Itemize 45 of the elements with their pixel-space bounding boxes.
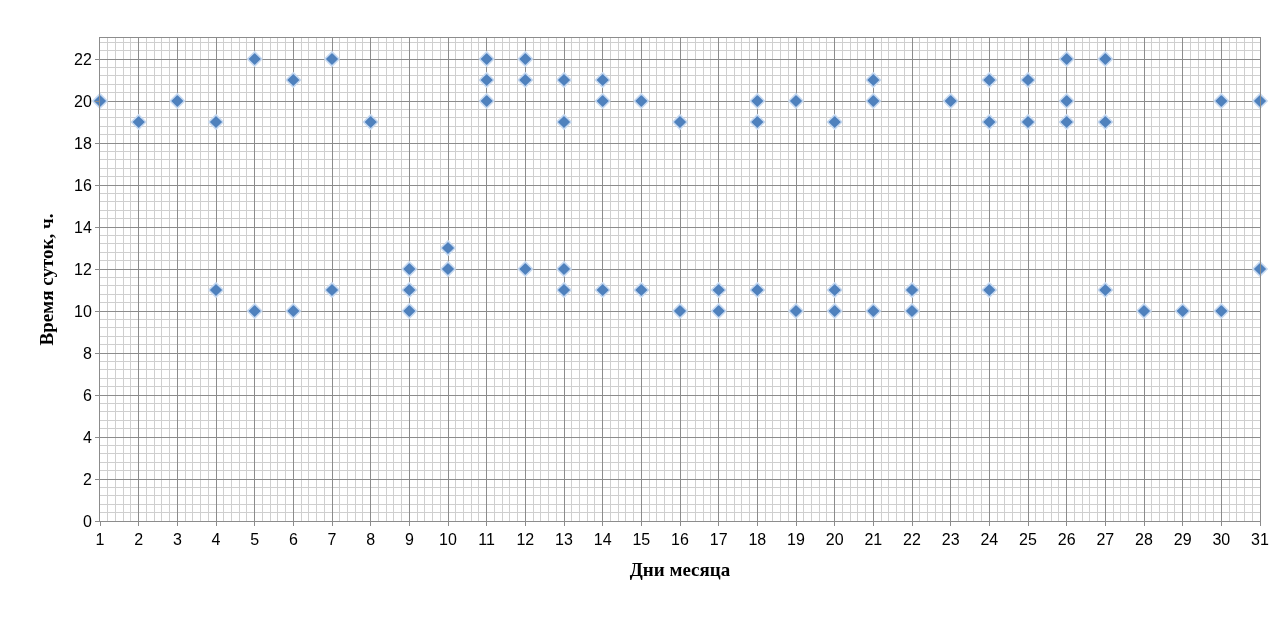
x-tick-label: 19 [787, 531, 805, 549]
x-tick-label: 27 [1096, 531, 1115, 549]
x-tick-label: 9 [404, 531, 414, 549]
x-tick-label: 25 [1019, 531, 1037, 549]
y-tick-label: 4 [82, 428, 92, 446]
x-tick-label: 22 [903, 531, 921, 549]
y-tick-label: 16 [74, 176, 92, 194]
x-tick-label: 4 [211, 531, 221, 549]
x-tick-label: 6 [288, 531, 298, 549]
x-tick-label: 15 [632, 531, 651, 549]
x-tick-label: 11 [478, 531, 496, 549]
y-tick-label: 6 [82, 386, 92, 404]
x-tick-label: 3 [172, 531, 182, 549]
y-tick-label: 12 [74, 260, 92, 278]
x-tick-label: 18 [748, 531, 767, 549]
y-tick-label: 10 [74, 302, 92, 320]
x-tick-label: 16 [671, 531, 689, 549]
y-tick-label: 22 [74, 50, 92, 68]
x-tick-label: 7 [327, 531, 337, 549]
x-tick-label: 1 [95, 531, 105, 549]
x-tick-label: 23 [941, 531, 960, 549]
y-tick-label: 20 [74, 92, 92, 110]
x-tick-label: 30 [1212, 531, 1231, 549]
x-tick-label: 21 [864, 531, 883, 549]
y-tick-label: 0 [82, 512, 92, 530]
y-tick-label: 2 [82, 470, 92, 488]
x-tick-label: 31 [1251, 531, 1269, 549]
y-tick-label: 18 [74, 134, 92, 152]
x-tick-label: 20 [825, 531, 844, 549]
x-tick-label: 29 [1173, 531, 1192, 549]
y-axis-title: Время суток, ч. [35, 213, 57, 346]
x-axis-title: Дни месяца [629, 559, 731, 580]
x-tick-label: 28 [1135, 531, 1153, 549]
x-tick-label: 13 [555, 531, 573, 549]
x-tick-label: 14 [593, 531, 612, 549]
x-tick-label: 26 [1057, 531, 1076, 549]
y-tick-label: 14 [74, 218, 92, 236]
x-tick-label: 24 [980, 531, 999, 549]
x-tick-label: 2 [134, 531, 144, 549]
x-tick-label: 17 [709, 531, 728, 549]
y-tick-label: 8 [82, 344, 92, 362]
x-tick-label: 5 [250, 531, 260, 549]
x-tick-label: 10 [439, 531, 457, 549]
x-tick-label: 8 [366, 531, 376, 549]
x-tick-label: 12 [516, 531, 535, 549]
